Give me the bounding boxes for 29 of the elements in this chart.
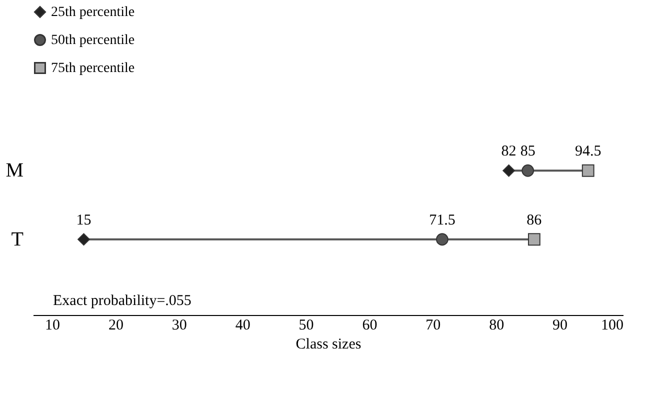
point bbox=[78, 233, 90, 246]
data-label: 94.5 bbox=[574, 144, 602, 160]
data-label: 85 bbox=[520, 144, 536, 160]
point bbox=[502, 164, 516, 177]
x-tick-label: 20 bbox=[108, 318, 124, 334]
x-tick-label: 30 bbox=[172, 318, 187, 334]
x-tick-label: 80 bbox=[489, 318, 504, 334]
x-tick-label: 60 bbox=[362, 318, 378, 334]
annotation: Exact probability=.055 bbox=[53, 293, 192, 309]
legend-label: 75th percentile bbox=[51, 61, 135, 76]
point bbox=[522, 164, 534, 177]
data-label: 82 bbox=[501, 144, 516, 160]
x-axis-title: Class sizes bbox=[296, 336, 362, 352]
point bbox=[582, 164, 594, 177]
x-tick-label: 90 bbox=[552, 318, 568, 334]
x-tick-label: 100 bbox=[601, 318, 624, 334]
point bbox=[528, 233, 540, 246]
x-tick-label: 10 bbox=[45, 318, 60, 334]
legend-label: 25th percentile bbox=[51, 5, 135, 20]
data-label: 71.5 bbox=[429, 212, 456, 228]
x-tick-label: 70 bbox=[426, 318, 441, 334]
data-label: 15 bbox=[76, 212, 92, 228]
point bbox=[436, 233, 448, 246]
y-tick-label: T bbox=[11, 228, 24, 250]
data-label: 86 bbox=[526, 212, 542, 228]
x-tick-label: 40 bbox=[235, 318, 250, 334]
legend-label: 50th percentile bbox=[51, 33, 135, 48]
x-tick-label: 50 bbox=[298, 318, 314, 334]
y-tick-label: M bbox=[6, 160, 24, 182]
